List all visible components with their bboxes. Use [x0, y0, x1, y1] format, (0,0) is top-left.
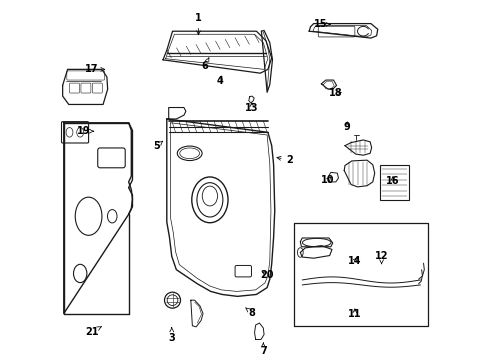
Text: 4: 4 [217, 76, 223, 86]
Text: 20: 20 [260, 270, 274, 280]
Text: 9: 9 [344, 122, 351, 132]
Text: 6: 6 [201, 58, 209, 71]
Text: 17: 17 [85, 64, 105, 75]
Text: 21: 21 [85, 327, 101, 337]
Text: 7: 7 [260, 343, 267, 356]
Text: 1: 1 [195, 13, 202, 35]
Text: 2: 2 [277, 155, 294, 165]
Text: 16: 16 [386, 176, 400, 186]
Text: 5: 5 [153, 141, 163, 152]
Text: 18: 18 [329, 88, 343, 98]
Text: 15: 15 [314, 19, 330, 30]
Text: 8: 8 [245, 308, 255, 318]
Text: 19: 19 [77, 126, 94, 136]
Text: 12: 12 [375, 251, 389, 264]
Text: 10: 10 [321, 175, 335, 185]
Text: 13: 13 [245, 103, 259, 113]
Text: 11: 11 [348, 309, 362, 319]
Text: 3: 3 [169, 328, 175, 343]
Text: 14: 14 [348, 256, 362, 266]
